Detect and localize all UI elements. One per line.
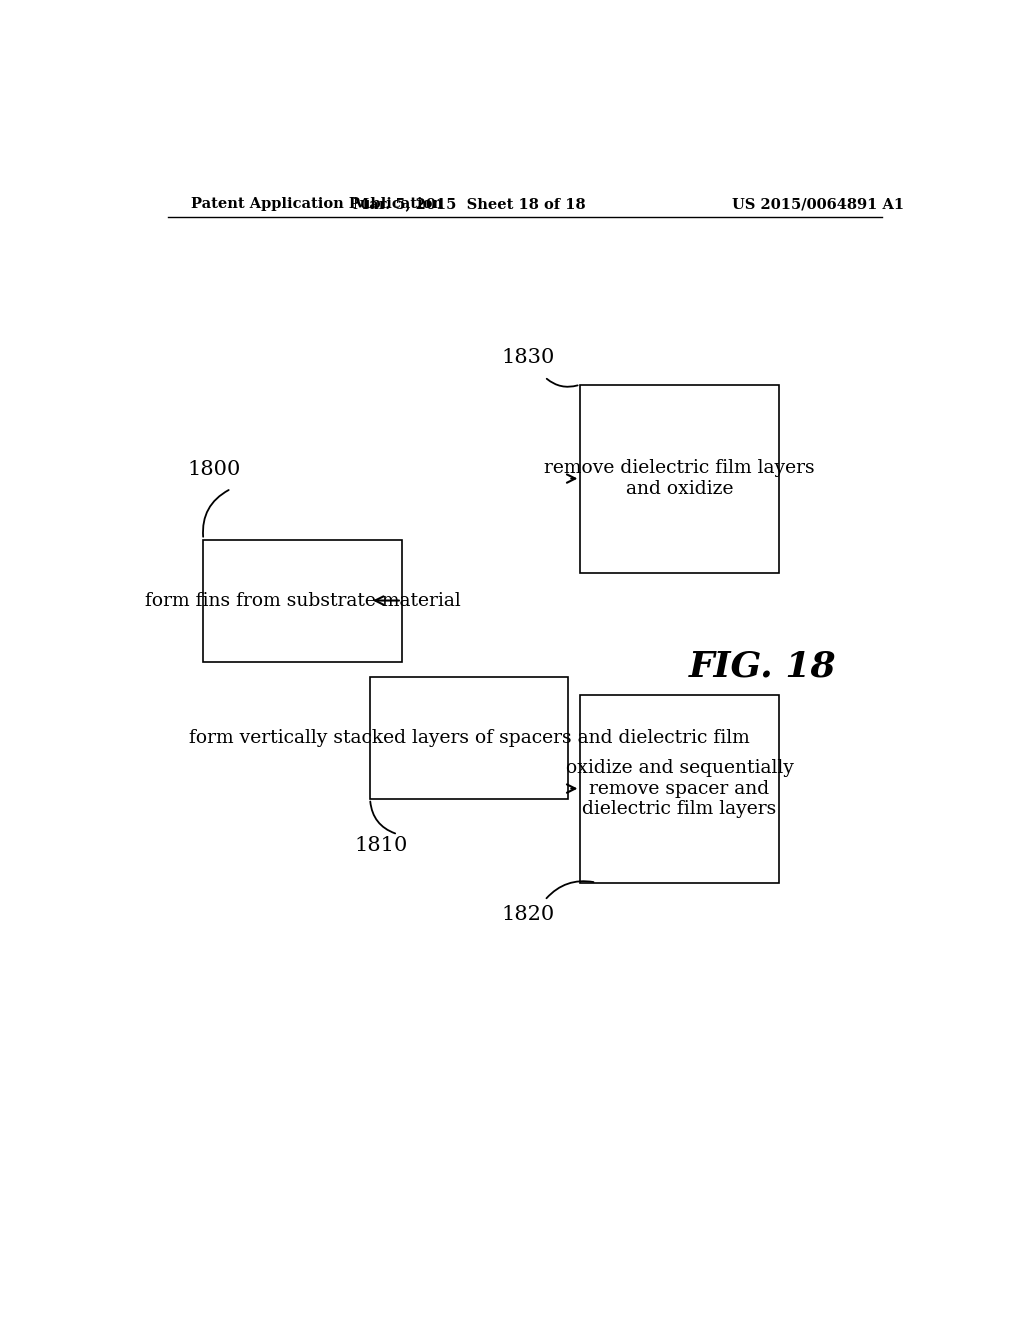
- Text: 1800: 1800: [187, 459, 241, 479]
- Text: FIG. 18: FIG. 18: [689, 649, 837, 684]
- Text: oxidize and sequentially
remove spacer and
dielectric film layers: oxidize and sequentially remove spacer a…: [565, 759, 794, 818]
- Text: US 2015/0064891 A1: US 2015/0064891 A1: [732, 197, 904, 211]
- Text: 1810: 1810: [354, 836, 408, 854]
- Text: form vertically stacked layers of spacers and dielectric film: form vertically stacked layers of spacer…: [188, 729, 750, 747]
- Text: Patent Application Publication: Patent Application Publication: [191, 197, 443, 211]
- Text: form fins from substrate material: form fins from substrate material: [144, 591, 461, 610]
- Text: 1820: 1820: [501, 906, 554, 924]
- Text: Mar. 5, 2015  Sheet 18 of 18: Mar. 5, 2015 Sheet 18 of 18: [353, 197, 586, 211]
- Text: 1830: 1830: [501, 347, 554, 367]
- Bar: [581, 694, 778, 883]
- Text: remove dielectric film layers
and oxidize: remove dielectric film layers and oxidiz…: [544, 459, 815, 498]
- Bar: [581, 384, 778, 573]
- Bar: [370, 677, 568, 799]
- Bar: [204, 540, 401, 661]
